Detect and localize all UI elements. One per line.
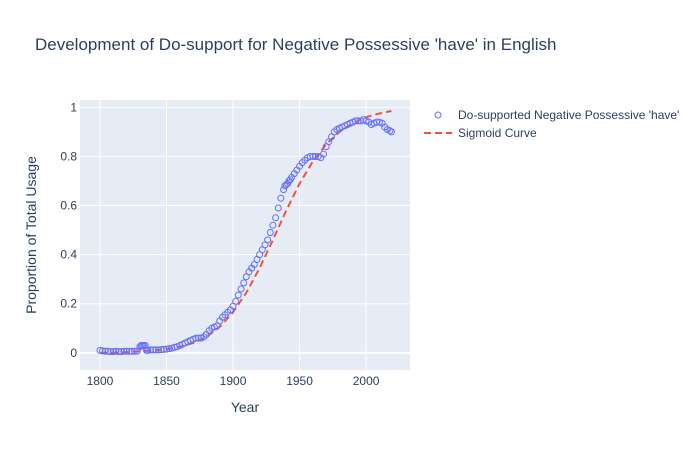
data-point [269,221,277,229]
y-tick-label: 0.6 [60,199,77,213]
legend-item-curve[interactable]: Sigmoid Curve [424,126,537,140]
data-point [274,204,282,212]
data-point [112,347,120,355]
sigmoid-curve-layer [100,110,392,354]
chart-title: Development of Do-support for Negative P… [35,35,556,54]
y-axis-title: Proportion of Total Usage [23,156,39,314]
data-point [277,194,285,202]
data-point [99,347,107,355]
y-tick-label: 0.8 [60,149,77,163]
data-point [157,346,165,354]
data-point [101,347,109,355]
data-point [320,150,327,158]
data-point [109,348,117,356]
data-point [117,348,125,356]
data-point [232,297,240,305]
data-point [387,128,395,136]
data-point [144,346,152,354]
marker-layer [96,116,395,356]
data-point [306,153,314,160]
x-tick-label: 1900 [220,374,247,388]
x-axis-title: Year [231,399,260,415]
y-tick-labels: 0 0.2 0.4 0.6 0.8 1 [60,100,77,359]
data-point [104,347,112,355]
data-point [107,348,115,356]
x-tick-label: 2000 [353,374,380,388]
data-point [386,127,394,135]
data-point [237,285,245,293]
y-tick-label: 1 [70,100,77,114]
plot-area [80,100,410,370]
data-point [192,334,200,342]
data-point [128,347,136,355]
legend-label-curve: Sigmoid Curve [458,126,537,140]
data-point [149,346,157,354]
y-tick-label: 0.2 [60,297,77,311]
legend-marker-icon [434,111,442,119]
data-point [120,347,128,355]
data-point [115,348,123,356]
data-point [272,214,280,222]
data-point [163,345,170,353]
x-tick-labels: 1800 1850 1900 1950 2000 [87,374,380,388]
data-point [125,347,133,355]
y-tick-label: 0 [70,346,77,360]
legend: Do-supported Negative Possessive 'have' … [424,108,679,140]
data-point [351,117,359,125]
legend-label-markers: Do-supported Negative Possessive 'have' [458,108,679,122]
data-point [266,229,274,236]
data-point [165,345,173,353]
data-point [155,346,162,354]
y-tick-label: 0.4 [60,248,77,262]
sigmoid-curve-line [100,110,392,354]
data-point [264,236,272,244]
x-gridlines [99,100,367,370]
x-tick-label: 1950 [286,374,313,388]
data-point [240,279,248,287]
data-point [131,347,139,355]
data-point [147,346,154,354]
data-point [309,153,317,160]
data-point [160,345,168,353]
data-point [312,153,319,160]
data-point [123,347,131,355]
data-point [234,291,242,299]
x-tick-label: 1850 [153,374,180,388]
legend-item-markers[interactable]: Do-supported Negative Possessive 'have' [434,108,679,122]
x-tick-label: 1800 [87,374,114,388]
data-point [152,346,160,354]
data-point [96,346,104,354]
